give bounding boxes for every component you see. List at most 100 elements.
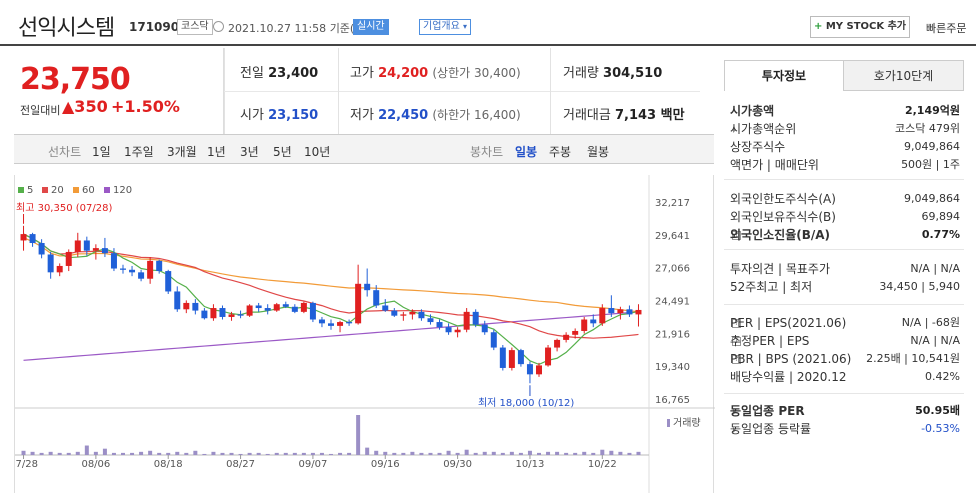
volume-bar	[564, 452, 569, 455]
volume-bar	[21, 450, 26, 455]
arrow-right-icon[interactable]	[733, 408, 736, 415]
info-value: N/A | N/A	[910, 334, 960, 347]
arrow-right-icon[interactable]	[733, 426, 736, 433]
help-icon[interactable]: ?	[732, 319, 741, 328]
info-row: 외국인소진율(B/A)? 0.77%	[730, 226, 960, 244]
period-1w[interactable]: 1주일	[124, 145, 154, 159]
high-price: 고가 24,200 (상한가 30,400)	[350, 66, 521, 81]
candle-body	[599, 308, 606, 324]
x-tick-label: 07/28	[15, 459, 38, 470]
candle-body	[300, 302, 307, 312]
x-tick-label: 08/27	[226, 459, 255, 470]
change-label: 전일대비	[20, 104, 61, 117]
volume-bar	[292, 452, 297, 455]
chart-svg: 32,217 29,641 27,066 24,491 21,916 19,340 16,7…	[9, 175, 715, 493]
info-label: 시가총액	[730, 104, 775, 118]
help-icon[interactable]: ?	[732, 355, 741, 364]
quick-order-button[interactable]: 빠른주문	[926, 22, 967, 35]
legend-swatch	[104, 187, 110, 193]
info-label: 외국인소진율(B/A)	[730, 228, 831, 242]
candle-body	[626, 309, 633, 315]
volume-bar	[157, 452, 162, 455]
volume-bar	[627, 452, 632, 455]
low-price: 저가 22,450 (하한가 16,400)	[350, 108, 521, 123]
info-label: 외국인보유주식수(B)	[730, 210, 836, 224]
info-row: 동일업종 등락률 -0.53%	[730, 420, 960, 438]
volume-bar	[356, 415, 361, 455]
volume-bar	[591, 452, 596, 455]
ma20-line	[23, 233, 639, 339]
period-1y[interactable]: 1년	[207, 145, 226, 159]
info-value: 50.95배	[915, 404, 960, 417]
info-value: 2.25배 | 10,541원	[866, 352, 960, 365]
volume-bar	[636, 451, 641, 455]
candle-body	[391, 310, 398, 316]
price-chart[interactable]: 32,217 29,641 27,066 24,491 21,916 19,340 16,7…	[9, 175, 715, 493]
candle-body	[418, 311, 425, 319]
info-row: PBR | BPS (2021.06)? 2.25배 | 10,541원	[730, 350, 960, 368]
help-icon[interactable]: ?	[732, 337, 741, 346]
candle-body	[228, 314, 235, 317]
volume-bar	[618, 451, 623, 455]
volume-bar	[555, 451, 560, 455]
legend-swatch	[18, 187, 24, 193]
volume-bar	[410, 451, 415, 455]
info-label: 추정PER | EPS	[730, 334, 810, 348]
candle-body	[536, 365, 542, 375]
candle-body	[237, 314, 244, 316]
info-row: PER | EPS(2021.06)? N/A | -68원	[730, 314, 960, 332]
volume-bar	[428, 452, 433, 455]
candle-body	[255, 305, 262, 309]
candle-body	[138, 272, 145, 279]
tab-orderbook[interactable]: 호가10단계	[843, 60, 964, 91]
volume-bar	[66, 452, 71, 455]
volume-bar	[600, 449, 605, 455]
candle-weekly[interactable]: 주봉	[549, 145, 572, 159]
volume-bar	[283, 452, 288, 455]
candle-body	[635, 309, 642, 315]
legend-swatch	[73, 187, 79, 193]
candle-body	[472, 311, 479, 325]
volume-bar	[347, 452, 352, 455]
volume-bar	[509, 451, 514, 455]
tab-invest-info[interactable]: 투자정보	[724, 60, 844, 91]
period-1d[interactable]: 1일	[92, 145, 111, 159]
candle-monthly[interactable]: 월봉	[587, 145, 610, 159]
help-icon[interactable]: ?	[732, 231, 741, 240]
arrow-right-icon[interactable]	[733, 126, 736, 133]
volume-bar	[419, 452, 424, 455]
chevron-down-icon: ▾	[463, 22, 468, 31]
candle-body	[445, 327, 452, 333]
y-tick-label: 32,217	[655, 198, 690, 209]
x-tick-label: 10/13	[516, 459, 545, 470]
period-3y[interactable]: 3년	[240, 145, 259, 159]
period-5y[interactable]: 5년	[273, 145, 292, 159]
candle-body	[545, 347, 552, 366]
change-percent: +1.50%	[111, 97, 180, 116]
period-10y[interactable]: 10년	[304, 145, 331, 159]
volume-bar	[319, 452, 324, 455]
candle-body	[346, 322, 353, 324]
volume-bar	[238, 453, 243, 455]
volume-bar	[437, 452, 442, 455]
candle-body	[74, 240, 81, 252]
volume-bar	[365, 447, 370, 455]
volume-bar	[464, 449, 469, 455]
y-tick-label: 21,916	[655, 329, 690, 340]
candle-daily[interactable]: 일봉	[515, 145, 538, 159]
y-tick-label: 24,491	[655, 297, 690, 308]
candle-body	[355, 283, 362, 324]
ma120-line	[23, 311, 639, 361]
corp-overview-dropdown[interactable]: 기업개요 ▾	[419, 19, 472, 35]
info-row: 배당수익률 | 2020.12 0.42%	[730, 368, 960, 386]
info-label: 동일업종 PER	[730, 404, 805, 418]
current-price: 23,750	[20, 62, 131, 97]
info-value: -0.53%	[921, 422, 960, 435]
info-label: PER | EPS(2021.06)	[730, 316, 847, 330]
volume-bar	[500, 452, 505, 455]
mystock-add-button[interactable]: + MY STOCK 추가	[810, 16, 910, 38]
period-3m[interactable]: 3개월	[167, 145, 197, 159]
info-value: 코스닥 479위	[895, 122, 960, 135]
candle-body	[572, 330, 579, 335]
candle-body	[101, 248, 108, 254]
